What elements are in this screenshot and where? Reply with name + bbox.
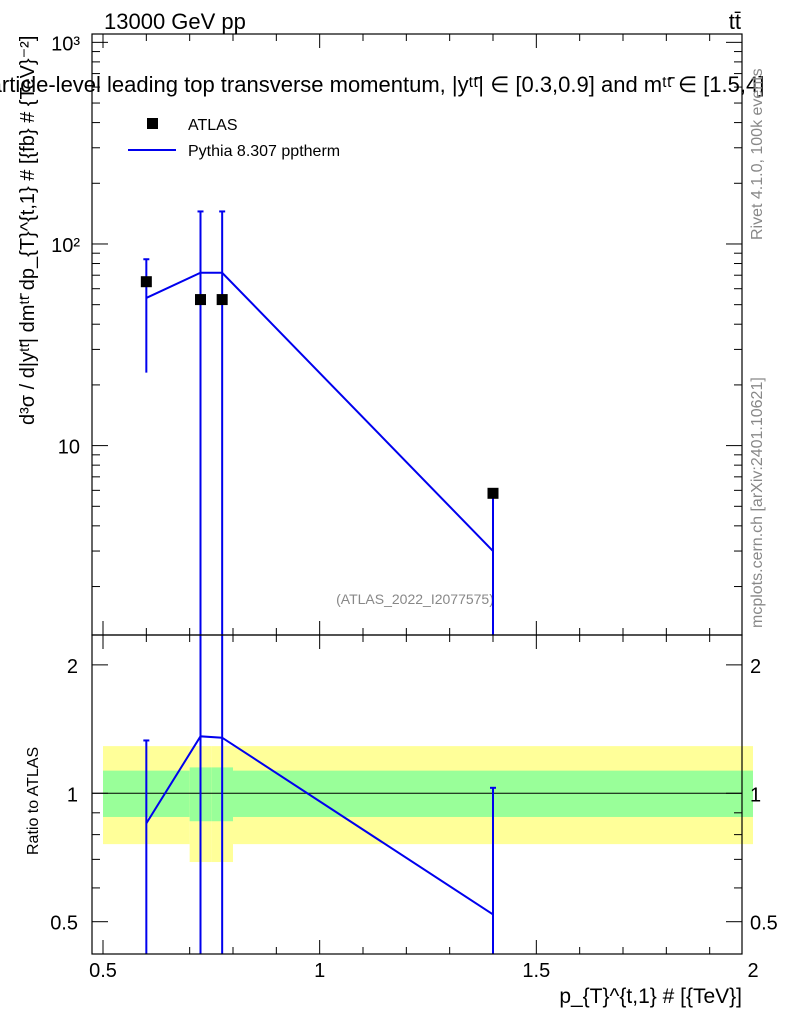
rivet-label: Rivet 4.1.0, 100k events	[749, 68, 766, 240]
x-tick-label: 1	[314, 960, 325, 982]
legend: ATLAS Pythia 8.307 pptherm	[128, 117, 340, 160]
ratio-y-tick-label-left: 1	[67, 784, 78, 806]
main-y-tick-label: 10²	[51, 235, 80, 257]
x-axis-label: p_{T}^{t,1} # [{TeV}]	[559, 985, 742, 1008]
legend-data-marker	[147, 118, 158, 129]
ratio-y-tick-label-right: 0.5	[750, 913, 778, 935]
plot-title: Particle-level leading top transverse mo…	[0, 72, 764, 97]
main-y-axis-label: d³σ / d|yᵗᵗ̄| dmᵗᵗ̄ dp_{T}^{t,1} # [{fb}…	[17, 36, 39, 425]
process-label: tt̄	[729, 9, 741, 34]
ratio-y-tick-label-right: 1	[750, 784, 761, 806]
mc-series-line	[145, 271, 494, 552]
data-point	[216, 294, 228, 306]
ratio-y-tick-label-right: 2	[750, 656, 761, 678]
data-point	[195, 294, 206, 306]
x-tick-label: 0.5	[89, 960, 117, 982]
mcplots-label: mcplots.cern.ch [arXiv:2401.10621]	[749, 377, 766, 628]
ratio-series-line	[145, 735, 494, 916]
data-point	[140, 276, 152, 288]
x-tick-label: 2	[747, 960, 758, 982]
main-y-tick-label: 10³	[51, 33, 80, 55]
legend-mc-label: Pythia 8.307 pptherm	[188, 143, 340, 160]
ratio-y-tick-label-left: 0.5	[50, 913, 78, 935]
ratio-y-axis-label: Ratio to ATLAS	[25, 747, 42, 855]
x-tick-label: 1.5	[522, 960, 550, 982]
data-point	[487, 487, 499, 499]
ratio-plot-frame	[91, 634, 743, 955]
energy-label: 13000 GeV pp	[104, 9, 246, 34]
analysis-watermark: (ATLAS_2022_I2077575)	[336, 591, 494, 607]
main-y-tick-label: 10	[58, 437, 80, 459]
legend-data-label: ATLAS	[188, 117, 238, 134]
ratio-y-tick-label-left: 2	[67, 656, 78, 678]
